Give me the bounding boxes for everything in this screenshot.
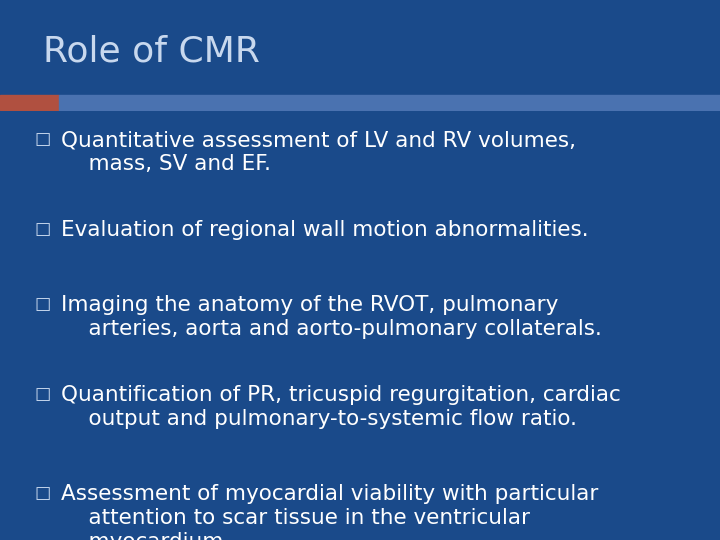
- Text: Imaging the anatomy of the RVOT, pulmonary
    arteries, aorta and aorto-pulmona: Imaging the anatomy of the RVOT, pulmona…: [61, 295, 602, 339]
- Text: □: □: [35, 130, 51, 148]
- Text: □: □: [35, 220, 51, 238]
- Text: □: □: [35, 295, 51, 313]
- Text: Quantification of PR, tricuspid regurgitation, cardiac
    output and pulmonary-: Quantification of PR, tricuspid regurgit…: [61, 386, 621, 429]
- Text: Quantitative assessment of LV and RV volumes,
    mass, SV and EF.: Quantitative assessment of LV and RV vol…: [61, 130, 576, 174]
- Bar: [0, 95, 59, 110]
- Text: Role of CMR: Role of CMR: [43, 35, 260, 69]
- Text: □: □: [35, 484, 51, 502]
- Text: Evaluation of regional wall motion abnormalities.: Evaluation of regional wall motion abnor…: [61, 220, 589, 240]
- Text: Assessment of myocardial viability with particular
    attention to scar tissue : Assessment of myocardial viability with …: [61, 484, 598, 540]
- Text: □: □: [35, 386, 51, 403]
